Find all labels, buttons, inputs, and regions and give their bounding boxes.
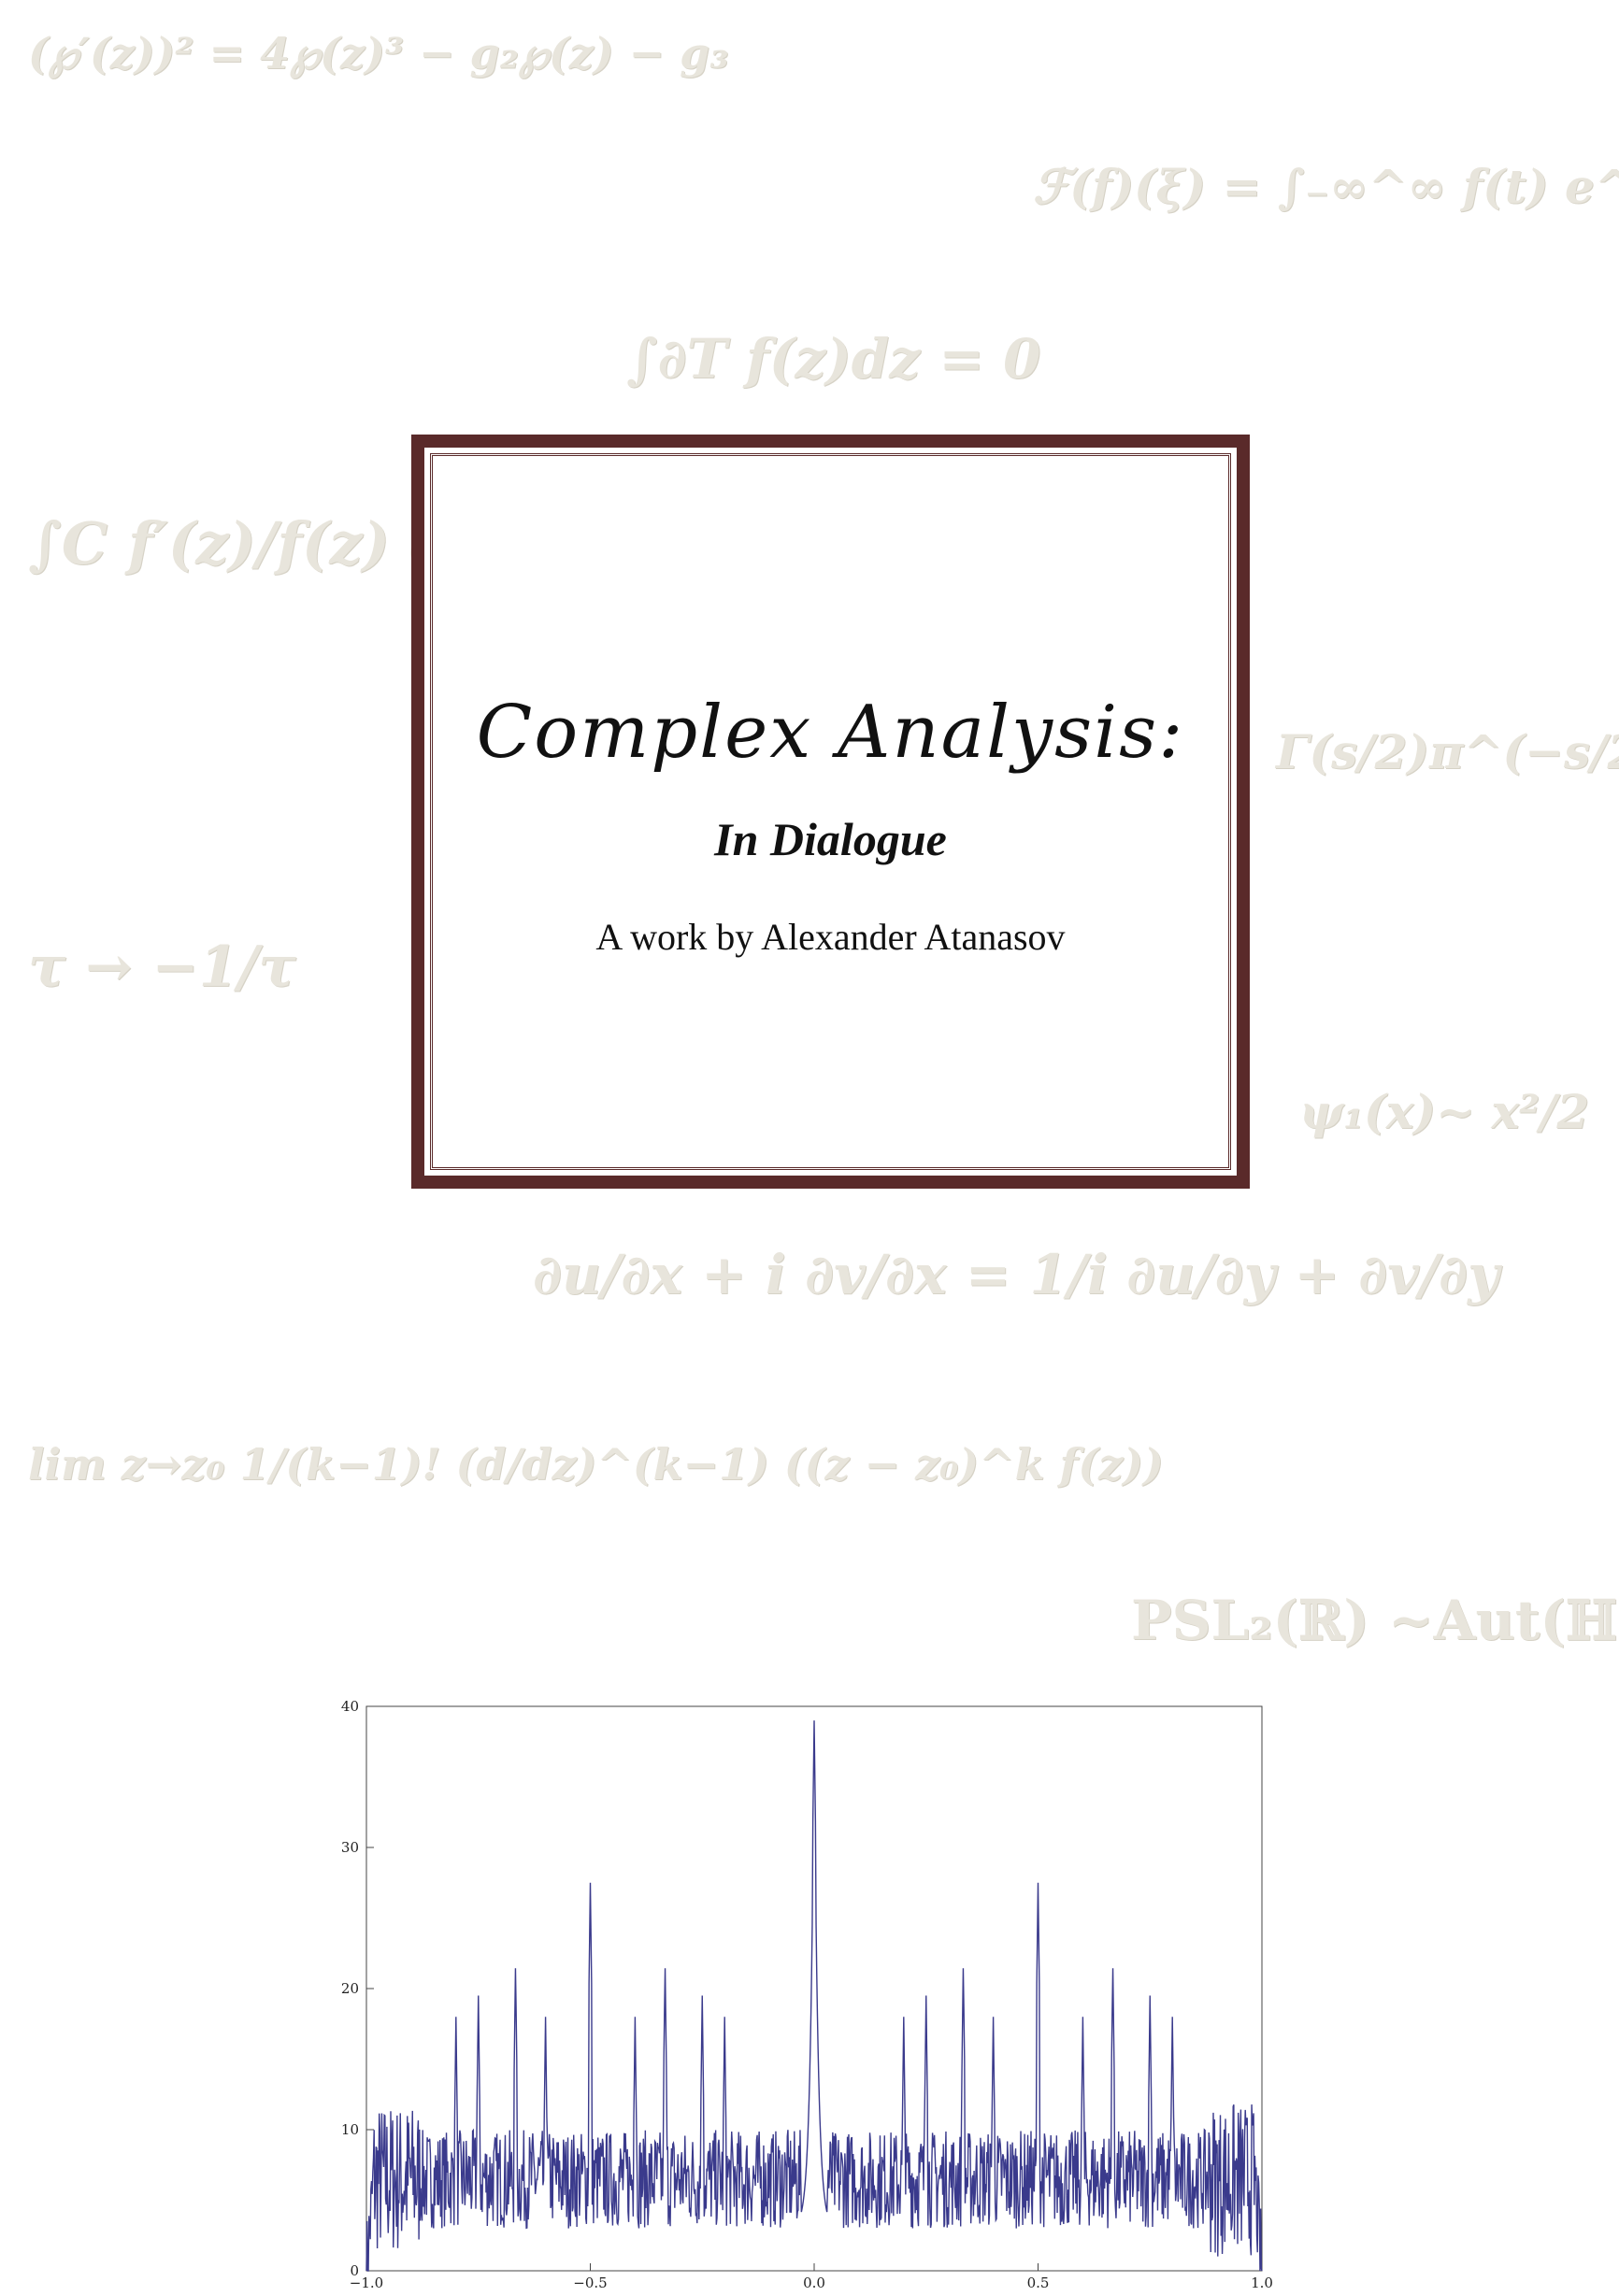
- y-tick-label: 10: [341, 2121, 359, 2138]
- formula-weierstrass: (℘′(z))² = 4℘(z)³ − g₂℘(z) − g₃: [28, 28, 729, 78]
- title-box: Complex Analysis: In Dialogue A work by …: [411, 435, 1250, 1189]
- x-tick-label: 1.0: [1251, 2275, 1273, 2289]
- formula-fourier: ℱ(f)(ξ) = ∫₋∞^∞ f(t) e^(−2πitξ) dt: [1033, 159, 1619, 214]
- title-box-inner-border: [430, 453, 1231, 1170]
- plot-series-line: [365, 1720, 1263, 2272]
- x-tick-label: 0.5: [1027, 2275, 1050, 2289]
- formula-residue: lim z→z₀ 1/(k−1)! (d/dz)^(k−1) ((z − z₀)…: [28, 1439, 1164, 1490]
- book-title: Complex Analysis:: [476, 691, 1185, 775]
- formula-gamma-zeta: Γ(s/2)π^(−s/2)ζ(s): [1276, 724, 1619, 779]
- spectrum-plot: −1.0 −0.5 0.0 0.5 1.0 0 10 20 30 40: [341, 1698, 1273, 2289]
- x-tick-label: −1.0: [350, 2275, 383, 2289]
- y-tick-label: 20: [341, 1980, 359, 1997]
- plot-ticks: −1.0 −0.5 0.0 0.5 1.0 0 10 20 30 40: [341, 1698, 1273, 2289]
- formula-cauchy: ∫∂T f(z)dz = 0: [626, 327, 1041, 391]
- x-tick-label: 0.0: [803, 2275, 825, 2289]
- y-tick-label: 40: [341, 1698, 359, 1715]
- formula-psi: ψ₁(x)~ x²/2: [1299, 1084, 1590, 1139]
- y-tick-label: 0: [350, 2262, 359, 2279]
- y-tick-label: 30: [341, 1839, 359, 1856]
- book-subtitle: In Dialogue: [714, 813, 947, 865]
- formula-cauchy-riemann: ∂u/∂x + i ∂v/∂x = 1/i ∂u/∂y + ∂v/∂y: [533, 1243, 1499, 1306]
- formula-psl2: PSL₂(ℝ) ~Aut(ℍ): [1131, 1589, 1619, 1652]
- x-tick-label: −0.5: [573, 2275, 607, 2289]
- book-author: A work by Alexander Atanasov: [595, 916, 1066, 958]
- formula-modular: τ → −1/τ: [28, 934, 296, 1000]
